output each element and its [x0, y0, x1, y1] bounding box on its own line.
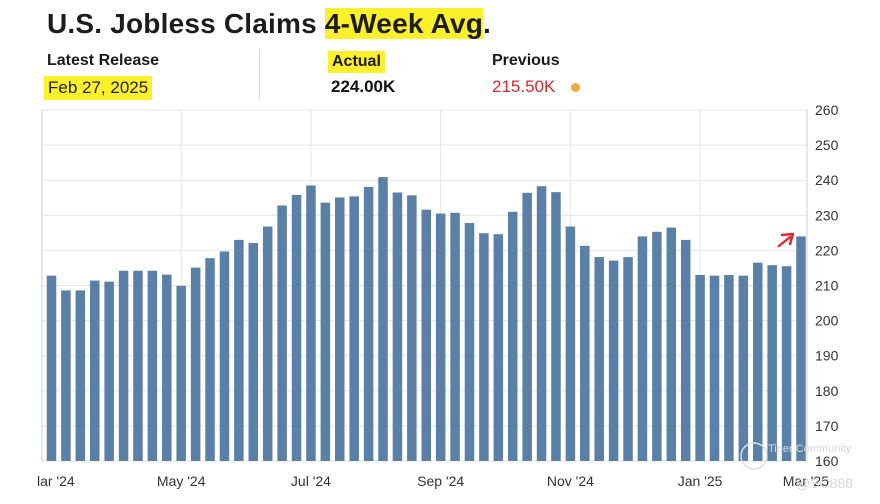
bar	[205, 258, 215, 461]
bar	[118, 270, 129, 461]
x-tick-label: lar '24	[37, 473, 75, 489]
bar	[133, 270, 143, 461]
latest-release-label: Latest Release	[47, 52, 160, 69]
actual-value: 224.00K	[331, 77, 396, 96]
bar	[363, 186, 374, 461]
bar	[46, 275, 57, 461]
y-tick-label: 240	[815, 172, 839, 188]
y-tick-label: 250	[815, 137, 839, 153]
bar	[781, 266, 792, 461]
bar	[493, 234, 504, 461]
bar	[335, 197, 345, 461]
bar	[162, 274, 172, 461]
title-highlight: 4-Week Avg	[324, 8, 484, 39]
chart-title: U.S. Jobless Claims 4-Week Avg.	[47, 8, 492, 39]
bar	[306, 185, 316, 461]
bar	[234, 239, 244, 461]
arrow-shaft	[777, 235, 792, 248]
bar	[219, 251, 230, 461]
bar	[421, 209, 431, 461]
y-tick-label: 210	[815, 278, 839, 294]
y-axis-ticks: 160 170 180 190 200 210 220 230 240 250 260	[815, 102, 839, 469]
bar	[724, 274, 734, 461]
x-axis-ticks: lar '24 May '24 Jul '24 Sep '24 Nov '24 Jan '…	[37, 473, 829, 489]
bar	[378, 177, 388, 462]
bar	[551, 192, 561, 461]
bar	[767, 265, 777, 461]
actual-label: Actual	[328, 51, 385, 73]
bar	[349, 196, 359, 461]
bar	[753, 262, 763, 461]
bar	[262, 226, 273, 461]
bar	[190, 267, 201, 461]
bar	[738, 275, 749, 461]
bar	[695, 274, 705, 461]
arrow-annotation	[777, 232, 795, 248]
bar	[277, 205, 287, 461]
bar	[594, 257, 604, 461]
bar	[104, 281, 114, 461]
bar	[608, 260, 619, 461]
bar	[291, 194, 302, 461]
bar	[75, 290, 86, 461]
previous-label: Previous	[492, 52, 560, 69]
x-tick-label: May '24	[157, 473, 206, 489]
bar	[320, 202, 331, 461]
y-tick-label: 260	[815, 102, 839, 118]
x-tick-label: Mar '25	[783, 473, 829, 489]
y-tick-label: 200	[815, 313, 839, 329]
y-tick-label: 230	[815, 207, 839, 223]
bar	[392, 192, 403, 462]
bar	[652, 231, 662, 461]
watermark-line-1: Tiger Community	[768, 443, 852, 455]
bar	[637, 236, 648, 461]
bar	[709, 275, 720, 461]
bar	[464, 223, 475, 461]
y-tick-label: 160	[815, 453, 839, 469]
bar	[507, 211, 518, 461]
header-divider	[259, 49, 260, 99]
tiger-logo-icon	[740, 442, 768, 470]
bar	[623, 257, 633, 461]
bar	[407, 195, 417, 462]
bar	[666, 227, 677, 461]
y-tick-label: 220	[815, 242, 839, 258]
bar	[522, 192, 532, 461]
bar	[450, 212, 460, 461]
y-tick-label: 180	[815, 383, 839, 399]
watermark: Tiger Community @SC888	[740, 442, 853, 491]
bar	[796, 236, 806, 461]
previous-dot-icon	[571, 83, 580, 92]
x-tick-label: Jul '24	[291, 473, 331, 489]
bar	[536, 186, 547, 462]
watermark-line-2: @SC888	[796, 475, 853, 491]
y-tick-label: 170	[815, 418, 839, 434]
bar	[565, 226, 576, 461]
bar	[147, 270, 158, 461]
x-tick-label: Nov '24	[547, 473, 594, 489]
bars	[46, 177, 806, 462]
bar	[680, 239, 691, 461]
release-date: Feb 27, 2025	[44, 76, 153, 100]
bar	[479, 233, 489, 461]
bar	[248, 243, 259, 461]
bar	[89, 280, 100, 461]
bar	[580, 245, 590, 461]
bar	[176, 285, 186, 461]
previous-value: 215.50K	[492, 77, 556, 96]
x-tick-label: Sep '24	[417, 473, 464, 489]
bar	[61, 290, 71, 461]
arrow-head-icon	[780, 232, 795, 246]
y-tick-label: 190	[815, 348, 839, 364]
bar	[435, 213, 446, 461]
x-tick-label: Jan '25	[678, 473, 723, 489]
